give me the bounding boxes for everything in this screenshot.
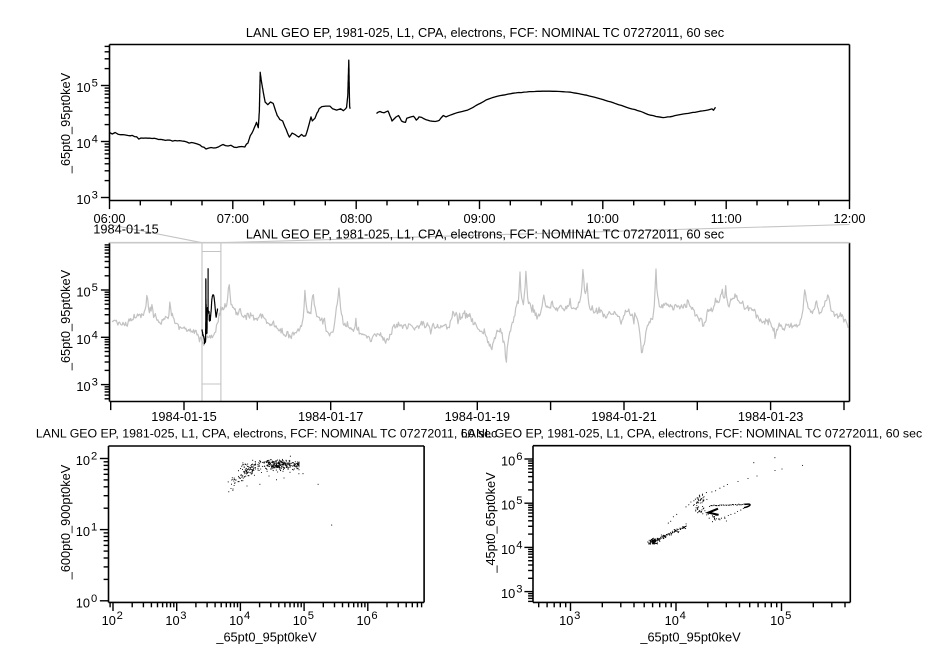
- svg-text:1984-01-23: 1984-01-23: [738, 409, 803, 424]
- svg-text:10: 10: [76, 136, 90, 151]
- svg-text:07:00: 07:00: [217, 211, 249, 226]
- svg-text:_600pt0_900pt0keV: _600pt0_900pt0keV: [58, 464, 73, 580]
- svg-text:12:00: 12:00: [833, 211, 865, 226]
- svg-text:06:00: 06:00: [93, 211, 125, 226]
- svg-text:10:00: 10:00: [587, 211, 619, 226]
- svg-text:10: 10: [76, 192, 90, 207]
- svg-text:5: 5: [308, 610, 314, 622]
- svg-text:10: 10: [76, 453, 90, 468]
- svg-text:10: 10: [293, 613, 307, 628]
- svg-text:4: 4: [680, 610, 686, 622]
- svg-text:_65pt0_95pt0keV: _65pt0_95pt0keV: [58, 72, 73, 174]
- svg-text:3: 3: [92, 190, 98, 202]
- svg-text:1: 1: [91, 522, 97, 534]
- svg-text:3: 3: [574, 610, 580, 622]
- svg-text:10: 10: [76, 80, 90, 95]
- svg-text:LANL GEO EP, 1981-025, L1, CPA: LANL GEO EP, 1981-025, L1, CPA, electron…: [36, 426, 497, 440]
- svg-text:3: 3: [180, 610, 186, 622]
- svg-text:10: 10: [76, 379, 90, 394]
- svg-text:1984-01-15: 1984-01-15: [93, 222, 158, 237]
- svg-text:1984-01-15: 1984-01-15: [151, 409, 216, 424]
- svg-text:09:00: 09:00: [463, 211, 495, 226]
- svg-text:10: 10: [102, 613, 116, 628]
- svg-text:10: 10: [76, 285, 90, 300]
- svg-text:1984-01-17: 1984-01-17: [298, 409, 363, 424]
- svg-text:10: 10: [76, 524, 90, 539]
- svg-text:LANL GEO EP, 1981-025, L1, CPA: LANL GEO EP, 1981-025, L1, CPA, electron…: [246, 25, 725, 40]
- svg-text:10: 10: [165, 613, 179, 628]
- svg-text:10: 10: [501, 586, 515, 601]
- svg-text:3: 3: [92, 377, 98, 389]
- svg-text:2: 2: [117, 610, 123, 622]
- svg-text:5: 5: [92, 78, 98, 90]
- svg-text:10: 10: [76, 332, 90, 347]
- svg-text:_65pt0_95pt0keV: _65pt0_95pt0keV: [58, 269, 73, 371]
- svg-text:11:00: 11:00: [711, 211, 742, 226]
- svg-text:10: 10: [501, 454, 515, 469]
- svg-text:1984-01-19: 1984-01-19: [445, 409, 510, 424]
- svg-text:3: 3: [516, 584, 522, 596]
- svg-text:_65pt0_95pt0keV: _65pt0_95pt0keV: [215, 630, 317, 645]
- svg-text:_65pt0_95pt0keV: _65pt0_95pt0keV: [639, 630, 741, 645]
- svg-text:5: 5: [785, 610, 791, 622]
- svg-text:4: 4: [92, 329, 98, 341]
- svg-text:_45pt0_65pt0keV: _45pt0_65pt0keV: [483, 472, 498, 574]
- svg-text:10: 10: [501, 498, 515, 513]
- svg-text:4: 4: [516, 539, 522, 551]
- svg-text:08:00: 08:00: [340, 211, 372, 226]
- svg-text:0: 0: [91, 593, 97, 605]
- svg-text:2: 2: [91, 451, 97, 463]
- svg-text:6: 6: [516, 451, 522, 463]
- svg-text:10: 10: [76, 595, 90, 610]
- svg-text:LANL GEO EP, 1981-025, L1, CPA: LANL GEO EP, 1981-025, L1, CPA, electron…: [246, 227, 725, 242]
- svg-text:10: 10: [665, 613, 679, 628]
- svg-text:LANL GEO EP, 1981-025, L1, CPA: LANL GEO EP, 1981-025, L1, CPA, electron…: [461, 426, 922, 440]
- svg-text:10: 10: [229, 613, 243, 628]
- svg-text:10: 10: [770, 613, 784, 628]
- svg-text:10: 10: [356, 613, 370, 628]
- svg-text:6: 6: [371, 610, 377, 622]
- svg-text:5: 5: [92, 282, 98, 294]
- svg-text:4: 4: [244, 610, 250, 622]
- svg-text:10: 10: [501, 542, 515, 557]
- svg-text:1984-01-21: 1984-01-21: [591, 409, 656, 424]
- svg-text:5: 5: [516, 495, 522, 507]
- svg-text:10: 10: [559, 613, 573, 628]
- svg-text:4: 4: [92, 134, 98, 146]
